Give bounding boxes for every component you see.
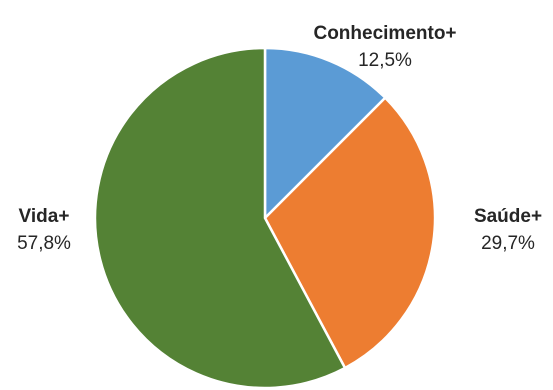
pie-slices [93,46,437,390]
pie-slice-sa-de [263,96,437,370]
slice-value-saude: 29,7% [481,233,535,254]
pie-slice-conhecimento [263,46,387,222]
pie-slice-vida [93,46,347,390]
pie-labels: Conhecimento+ 12,5% Saúde+ 29,7% Vida+ 5… [17,23,542,254]
slice-value-vida: 57,8% [17,233,71,254]
slice-value-conhecimento: 12,5% [358,50,412,71]
slice-label-saude: Saúde+ [474,206,542,227]
slice-label-conhecimento: Conhecimento+ [313,23,456,44]
slice-label-vida: Vida+ [19,206,70,227]
